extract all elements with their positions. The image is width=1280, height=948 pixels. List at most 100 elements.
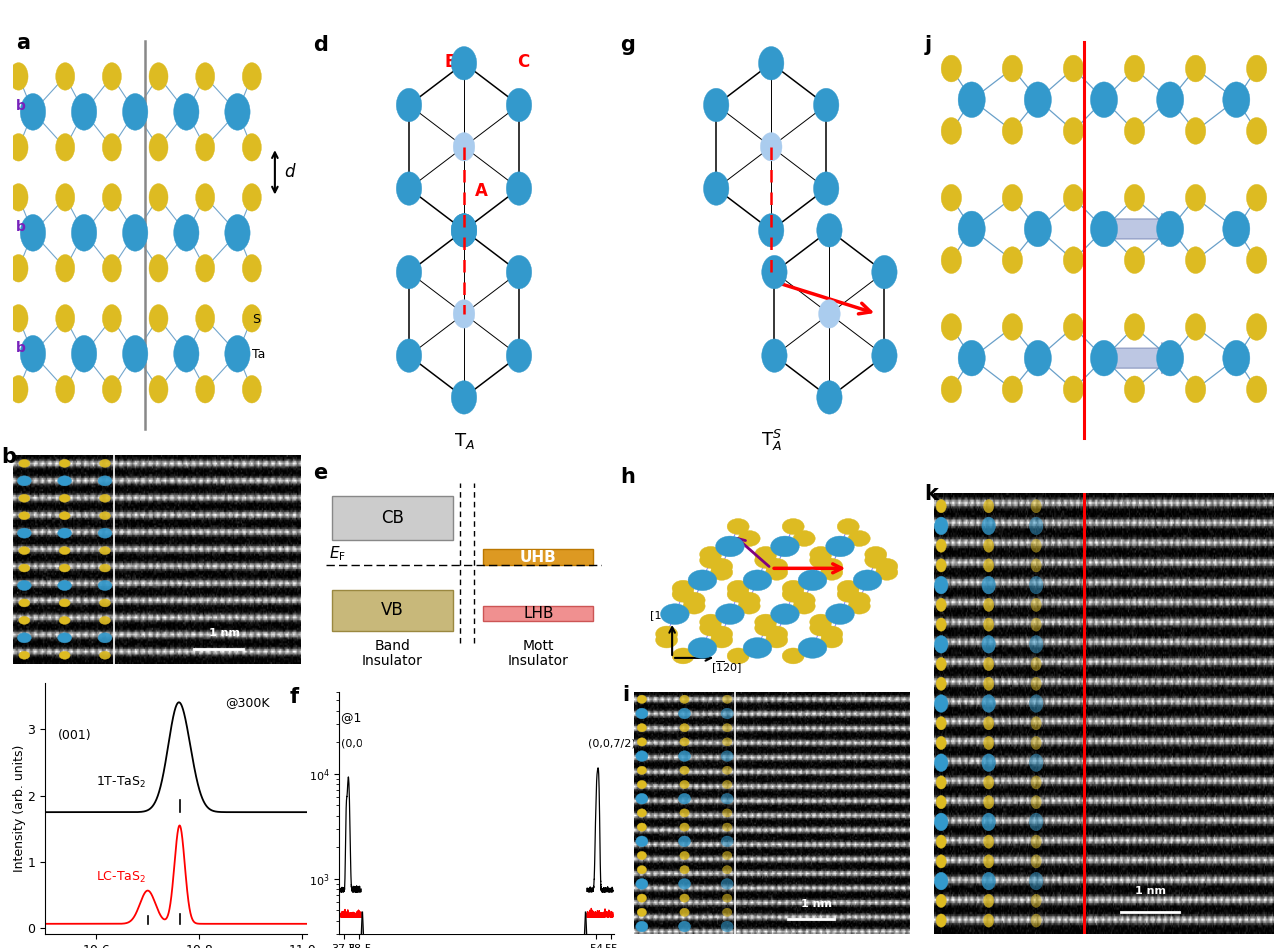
Text: @120 K: @120 K (342, 711, 390, 723)
Circle shape (1124, 184, 1144, 211)
Circle shape (1064, 184, 1084, 211)
Circle shape (1002, 184, 1023, 211)
Circle shape (1124, 118, 1144, 144)
Circle shape (100, 564, 110, 572)
Circle shape (700, 553, 722, 569)
Circle shape (148, 304, 168, 332)
Circle shape (196, 184, 215, 211)
Circle shape (56, 375, 74, 403)
Circle shape (196, 254, 215, 283)
Circle shape (452, 46, 476, 80)
Circle shape (1032, 598, 1041, 611)
Text: LHB: LHB (524, 606, 553, 621)
Circle shape (1032, 914, 1041, 927)
Circle shape (56, 63, 74, 90)
Circle shape (123, 336, 148, 373)
Circle shape (1124, 376, 1144, 403)
Text: g: g (620, 35, 635, 55)
Circle shape (934, 517, 948, 535)
Circle shape (716, 604, 744, 625)
Circle shape (102, 63, 122, 90)
Circle shape (148, 184, 168, 211)
Circle shape (20, 94, 46, 130)
Circle shape (722, 780, 732, 789)
Text: VB: VB (381, 601, 403, 619)
Circle shape (849, 592, 870, 609)
Circle shape (936, 914, 946, 927)
Text: e: e (312, 463, 326, 483)
Circle shape (507, 339, 531, 373)
Circle shape (934, 754, 948, 772)
Circle shape (982, 576, 996, 594)
Circle shape (9, 134, 28, 161)
Circle shape (99, 476, 111, 485)
Circle shape (704, 88, 728, 121)
Circle shape (744, 570, 772, 591)
Circle shape (636, 836, 648, 847)
Circle shape (397, 255, 421, 289)
Circle shape (826, 604, 854, 625)
Circle shape (1124, 314, 1144, 340)
Circle shape (680, 723, 689, 732)
Circle shape (174, 94, 198, 130)
Circle shape (636, 708, 648, 719)
Circle shape (196, 134, 215, 161)
Circle shape (100, 547, 110, 555)
Circle shape (148, 63, 168, 90)
Circle shape (678, 793, 691, 804)
Circle shape (936, 539, 946, 553)
Text: (0,0,5/2): (0,0,5/2) (342, 739, 389, 749)
Circle shape (59, 616, 70, 625)
Circle shape (722, 851, 732, 860)
Circle shape (1032, 677, 1041, 690)
Circle shape (1185, 184, 1206, 211)
Circle shape (820, 632, 842, 648)
Circle shape (1032, 795, 1041, 809)
Circle shape (854, 570, 882, 591)
Circle shape (225, 336, 250, 373)
Text: [$\overline{1}$20]: [$\overline{1}$20] (710, 659, 741, 676)
Circle shape (1024, 82, 1051, 118)
Circle shape (1124, 55, 1144, 82)
Circle shape (655, 626, 677, 642)
Circle shape (1032, 618, 1041, 631)
Circle shape (452, 213, 476, 247)
Circle shape (680, 851, 689, 860)
Circle shape (934, 872, 948, 890)
Circle shape (660, 604, 689, 625)
Circle shape (716, 536, 744, 556)
Circle shape (1002, 376, 1023, 403)
Circle shape (56, 134, 74, 161)
Circle shape (672, 586, 694, 602)
FancyArrow shape (1111, 342, 1179, 374)
Circle shape (19, 460, 29, 467)
Circle shape (123, 94, 148, 130)
Circle shape (1185, 55, 1206, 82)
Circle shape (689, 570, 717, 591)
Circle shape (771, 536, 799, 556)
Circle shape (762, 255, 787, 289)
Circle shape (242, 254, 261, 283)
Text: A: A (475, 181, 488, 199)
Circle shape (722, 695, 732, 703)
Circle shape (1002, 55, 1023, 82)
Bar (332, 496, 453, 539)
Circle shape (722, 866, 732, 874)
Circle shape (765, 626, 787, 642)
Circle shape (1247, 376, 1267, 403)
Text: B: B (445, 53, 457, 71)
Circle shape (58, 580, 72, 591)
Circle shape (936, 795, 946, 809)
Circle shape (876, 558, 897, 574)
Circle shape (242, 184, 261, 211)
Text: S: S (252, 313, 260, 325)
Text: 1T-TaS$_2$: 1T-TaS$_2$ (96, 775, 146, 790)
Circle shape (678, 879, 691, 889)
Circle shape (680, 738, 689, 746)
Circle shape (1024, 211, 1051, 246)
Circle shape (242, 375, 261, 403)
Circle shape (242, 304, 261, 332)
Text: b: b (15, 340, 26, 355)
Circle shape (721, 708, 733, 719)
Circle shape (820, 564, 842, 580)
